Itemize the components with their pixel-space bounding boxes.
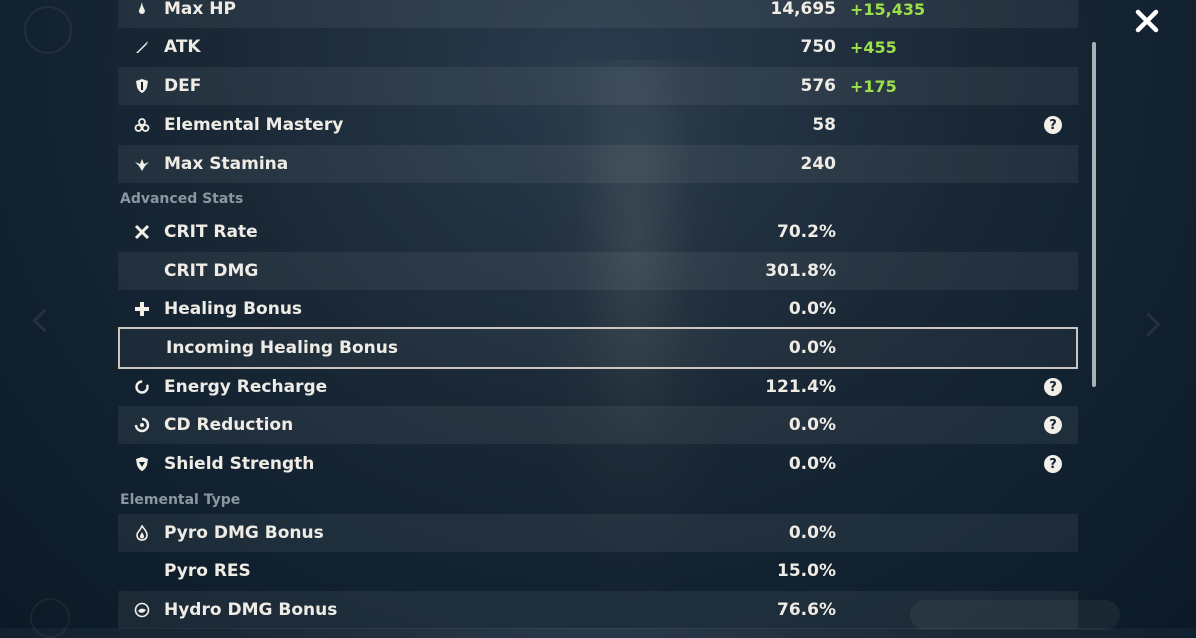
background-character xyxy=(530,60,740,620)
energy-recharge-icon xyxy=(132,377,152,397)
stat-row-shield-strength[interactable]: Shield Strength 0.0% ? xyxy=(118,445,1078,483)
stat-label: Max Stamina xyxy=(164,154,289,174)
close-icon xyxy=(1135,9,1159,33)
cd-reduction-icon xyxy=(132,415,152,435)
stat-value: 70.2% xyxy=(777,222,836,242)
stat-label: CRIT DMG xyxy=(164,261,259,281)
healing-cross-icon xyxy=(132,299,152,319)
next-arrow-icon xyxy=(1136,312,1161,337)
stat-value: 0.0% xyxy=(788,299,836,319)
stat-label: Pyro RES xyxy=(164,561,251,581)
stat-row-atk[interactable]: ATK 750 +455 xyxy=(118,28,1078,66)
stat-row-max-stamina[interactable]: Max Stamina 240 xyxy=(118,145,1078,183)
stat-value: 58 xyxy=(812,115,836,135)
pyro-icon xyxy=(132,523,152,543)
elemental-mastery-icon xyxy=(132,115,152,135)
stat-label: CD Reduction xyxy=(164,415,294,435)
section-title-elemental: Elemental Type xyxy=(120,492,241,508)
background-pill xyxy=(910,600,1120,630)
background-element-icon xyxy=(24,6,72,54)
stat-value: 0.0% xyxy=(788,338,836,358)
stat-row-hydro-dmg-bonus[interactable]: Hydro DMG Bonus 76.6% xyxy=(118,591,1078,629)
stat-row-healing-bonus[interactable]: Healing Bonus 0.0% xyxy=(118,290,1078,328)
stat-label: Healing Bonus xyxy=(164,299,303,319)
stat-bonus: +15,435 xyxy=(850,0,926,19)
stat-label: Pyro DMG Bonus xyxy=(164,523,324,543)
section-title-advanced: Advanced Stats xyxy=(120,191,244,207)
stat-label: Max HP xyxy=(164,0,236,19)
background-bottom-icon xyxy=(30,598,70,638)
stat-value: 14,695 xyxy=(770,0,836,19)
stat-row-cd-reduction[interactable]: CD Reduction 0.0% ? xyxy=(118,406,1078,444)
stat-label: Shield Strength xyxy=(164,454,315,474)
sword-icon xyxy=(132,37,152,57)
stat-value: 0.0% xyxy=(788,454,836,474)
stat-row-pyro-dmg-bonus[interactable]: Pyro DMG Bonus 0.0% xyxy=(118,514,1078,552)
stat-value: 76.6% xyxy=(777,600,836,620)
stat-value: 15.0% xyxy=(777,561,836,581)
stat-label: CRIT Rate xyxy=(164,222,258,242)
shield-icon xyxy=(132,76,152,96)
stat-row-crit-dmg[interactable]: CRIT DMG 301.8% xyxy=(118,252,1078,290)
stat-bonus: +175 xyxy=(850,76,897,96)
scrollbar[interactable] xyxy=(1092,42,1096,387)
hydro-icon xyxy=(132,600,152,620)
help-icon[interactable]: ? xyxy=(1044,116,1062,134)
stat-row-incoming-healing-bonus[interactable]: Incoming Healing Bonus 0.0% xyxy=(118,327,1078,369)
stat-value: 0.0% xyxy=(788,523,836,543)
stat-label: DEF xyxy=(164,76,202,96)
help-icon[interactable]: ? xyxy=(1044,378,1062,396)
shield-strength-icon xyxy=(132,454,152,474)
stat-row-elemental-mastery[interactable]: Elemental Mastery 58 ? xyxy=(118,106,1078,144)
stat-row-def[interactable]: DEF 576 +175 xyxy=(118,67,1078,105)
close-button[interactable] xyxy=(1130,4,1164,38)
stat-value: 121.4% xyxy=(765,377,836,397)
stat-value: 301.8% xyxy=(765,261,836,281)
stat-value: 0.0% xyxy=(788,415,836,435)
stat-label: Incoming Healing Bonus xyxy=(166,338,398,358)
drop-icon: 🌢 xyxy=(137,0,147,18)
stat-row-energy-recharge[interactable]: Energy Recharge 121.4% ? xyxy=(118,368,1078,406)
stat-value: 750 xyxy=(800,37,837,57)
stat-row-max-hp[interactable]: 🌢 Max HP 14,695 +15,435 xyxy=(118,0,1078,28)
stat-value: 576 xyxy=(800,76,837,96)
prev-arrow-icon xyxy=(32,308,57,333)
stat-label: Energy Recharge xyxy=(164,377,328,397)
stat-row-pyro-res[interactable]: Pyro RES 15.0% xyxy=(118,552,1078,590)
stat-label: ATK xyxy=(164,37,201,57)
stat-bonus: +455 xyxy=(850,37,897,57)
stat-value: 240 xyxy=(800,154,837,174)
help-icon[interactable]: ? xyxy=(1044,416,1062,434)
stat-row-crit-rate[interactable]: CRIT Rate 70.2% xyxy=(118,213,1078,251)
stat-label: Elemental Mastery xyxy=(164,115,344,135)
help-icon[interactable]: ? xyxy=(1044,455,1062,473)
stamina-icon xyxy=(132,154,152,174)
crit-rate-icon xyxy=(132,222,152,242)
stat-label: Hydro DMG Bonus xyxy=(164,600,338,620)
